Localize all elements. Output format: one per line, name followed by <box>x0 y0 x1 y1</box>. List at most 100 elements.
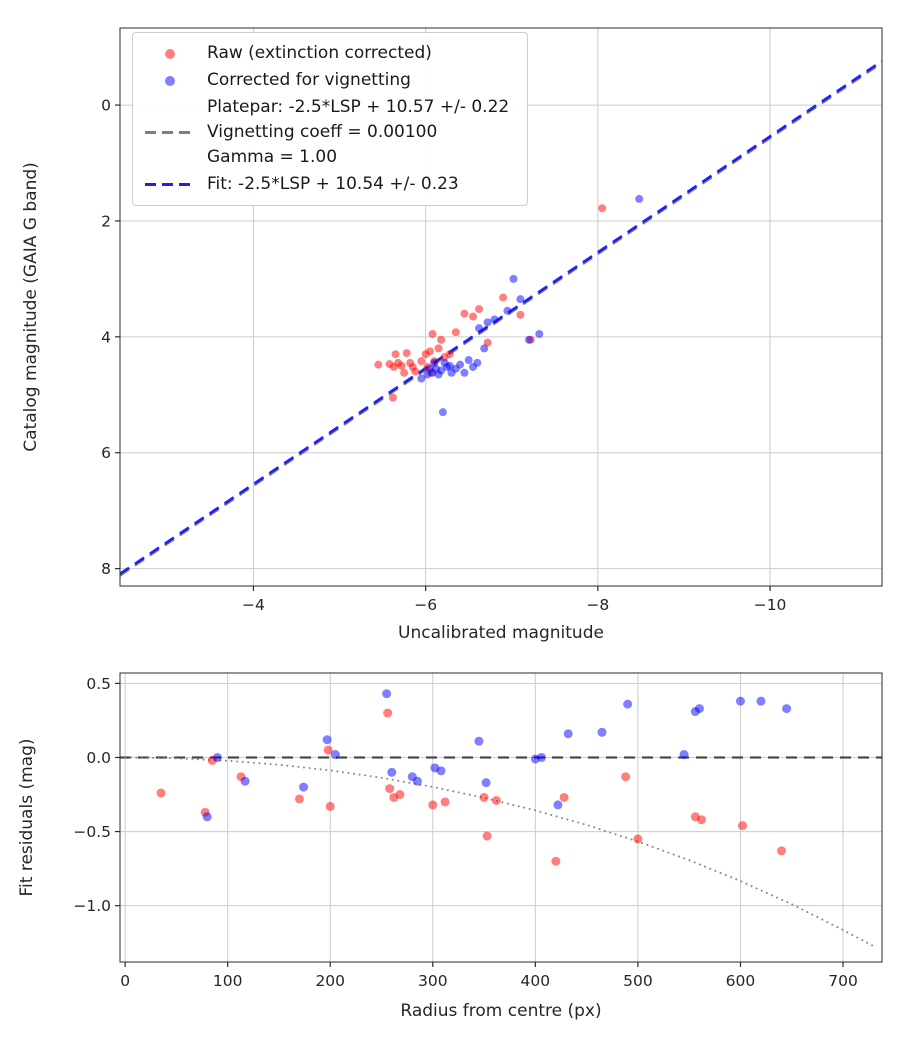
series-raw-residuals <box>156 708 786 866</box>
fit-2-5-lsp-10-54-0-23-line <box>120 59 882 575</box>
scatter-point <box>553 800 563 810</box>
scatter-point <box>395 790 405 800</box>
tick-marks <box>115 682 844 967</box>
x-tick-label: 400 <box>521 972 551 990</box>
red-dot-icon <box>165 48 175 59</box>
legend-item-platepar: Platepar: -2.5*LSP + 10.57 +/- 0.22 Vign… <box>145 95 509 170</box>
scatter-point <box>482 831 492 841</box>
scatter-point <box>782 704 792 714</box>
scatter-point <box>323 745 333 755</box>
x-axis-label: Radius from centre (px) <box>400 1001 601 1021</box>
platepar-line-swatch <box>145 131 195 134</box>
legend-item-raw: Raw (extinction corrected) <box>145 41 509 66</box>
y-tick-label: 0 <box>101 97 111 115</box>
scatter-point <box>322 735 332 745</box>
axes-frame <box>119 672 883 963</box>
series-corrected-for-vignetting <box>417 194 644 417</box>
scatter-point <box>503 306 512 315</box>
scatter-point <box>438 408 447 417</box>
scatter-point <box>516 295 525 304</box>
y-tick-label: 0.5 <box>86 675 111 693</box>
x-tick-label: 200 <box>315 972 345 990</box>
scatter-point <box>469 312 478 321</box>
x-axis-label: Uncalibrated magnitude <box>398 623 604 643</box>
scatter-point <box>437 366 446 375</box>
y-axis-label: Catalog magnitude (GAIA G band) <box>21 162 41 452</box>
scatter-point <box>202 812 212 822</box>
scatter-point <box>480 344 489 353</box>
scatter-point <box>428 800 438 810</box>
x-tick-label: 700 <box>828 972 858 990</box>
plot-lines <box>120 756 882 948</box>
scatter-point <box>402 349 411 358</box>
x-tick-label: 500 <box>623 972 653 990</box>
blue-dot-icon <box>165 75 175 86</box>
scatter-point <box>445 361 454 370</box>
scatter-point <box>456 360 465 369</box>
scatter-point <box>623 699 633 709</box>
plot-lines <box>120 59 882 577</box>
blue-dashed-line-icon <box>145 183 195 186</box>
scatter-point <box>598 204 607 213</box>
scatter-point <box>563 729 573 739</box>
x-tick-label: −10 <box>754 596 787 614</box>
corrected-marker-swatch <box>145 75 195 86</box>
series-raw-extinction-corrected <box>374 204 607 402</box>
scatter-point <box>464 356 473 365</box>
scatter-point <box>776 846 786 856</box>
scatter-point <box>436 766 446 776</box>
axes-frame <box>119 27 883 587</box>
scatter-point <box>756 696 766 706</box>
scatter-point <box>391 350 400 359</box>
x-tick-label: 600 <box>726 972 756 990</box>
scatter-point <box>382 689 392 699</box>
scatter-point <box>385 784 395 794</box>
scatter-point <box>425 347 434 356</box>
x-tick-label: 100 <box>213 972 243 990</box>
scatter-point <box>483 338 492 347</box>
scatter-point <box>400 368 409 377</box>
y-tick-label: −1.0 <box>73 897 111 915</box>
y-tick-label: 6 <box>101 444 111 462</box>
series-vignetting-corrected-residuals <box>202 689 792 822</box>
vignetting-coeff-line: Vignetting coeff = 0.00100 <box>207 122 438 142</box>
scatter-point <box>330 750 340 760</box>
y-tick-label: 4 <box>101 328 111 346</box>
scatter-point <box>299 782 309 792</box>
legend-label-corrected: Corrected for vignetting <box>207 70 411 90</box>
scatter-point <box>479 792 489 802</box>
scatter-point <box>411 367 420 376</box>
scatter-point <box>294 794 304 804</box>
scatter-point <box>383 708 393 718</box>
scatter-point <box>633 834 643 844</box>
scatter-point <box>537 752 547 762</box>
gray-dashed-line-icon <box>145 131 195 134</box>
scatter-point <box>738 821 748 831</box>
scatter-point <box>551 856 561 866</box>
scatter-point <box>417 374 426 383</box>
y-tick-label: 2 <box>101 212 111 230</box>
legend-label-raw: Raw (extinction corrected) <box>207 43 432 63</box>
scatter-point <box>428 329 437 338</box>
vignetting-model-curve-line <box>124 756 875 948</box>
magnitude-fit-chart: −4 −6 −8 −10 0 2 4 6 8 Uncalibrated magnitude Cata… <box>21 27 883 643</box>
y-axis-label: Fit residuals (mag) <box>17 739 37 897</box>
scatter-point <box>694 704 704 714</box>
x-tick-label: −6 <box>414 596 437 614</box>
legend: Raw (extinction corrected) Corrected for… <box>132 32 529 206</box>
scatter-point <box>434 344 443 353</box>
scatter-point <box>516 310 525 319</box>
chart-svg-0: −4 −6 −8 −10 0 2 4 6 8 Uncalibrated magnitude Cata… <box>21 27 883 643</box>
tick-labels: −4 −6 −8 −10 0 2 4 6 8 <box>101 97 786 614</box>
scatter-point <box>397 361 406 370</box>
y-tick-label: −0.5 <box>73 823 111 841</box>
legend-item-fit: Fit: -2.5*LSP + 10.54 +/- 0.23 <box>145 172 509 197</box>
scatter-point <box>559 792 569 802</box>
scatter-point <box>483 318 492 327</box>
scatter-point <box>240 776 250 786</box>
scatter-point <box>679 750 689 760</box>
scatter-point <box>374 360 383 369</box>
scatter-point <box>509 274 518 283</box>
scatter-point <box>524 335 533 344</box>
